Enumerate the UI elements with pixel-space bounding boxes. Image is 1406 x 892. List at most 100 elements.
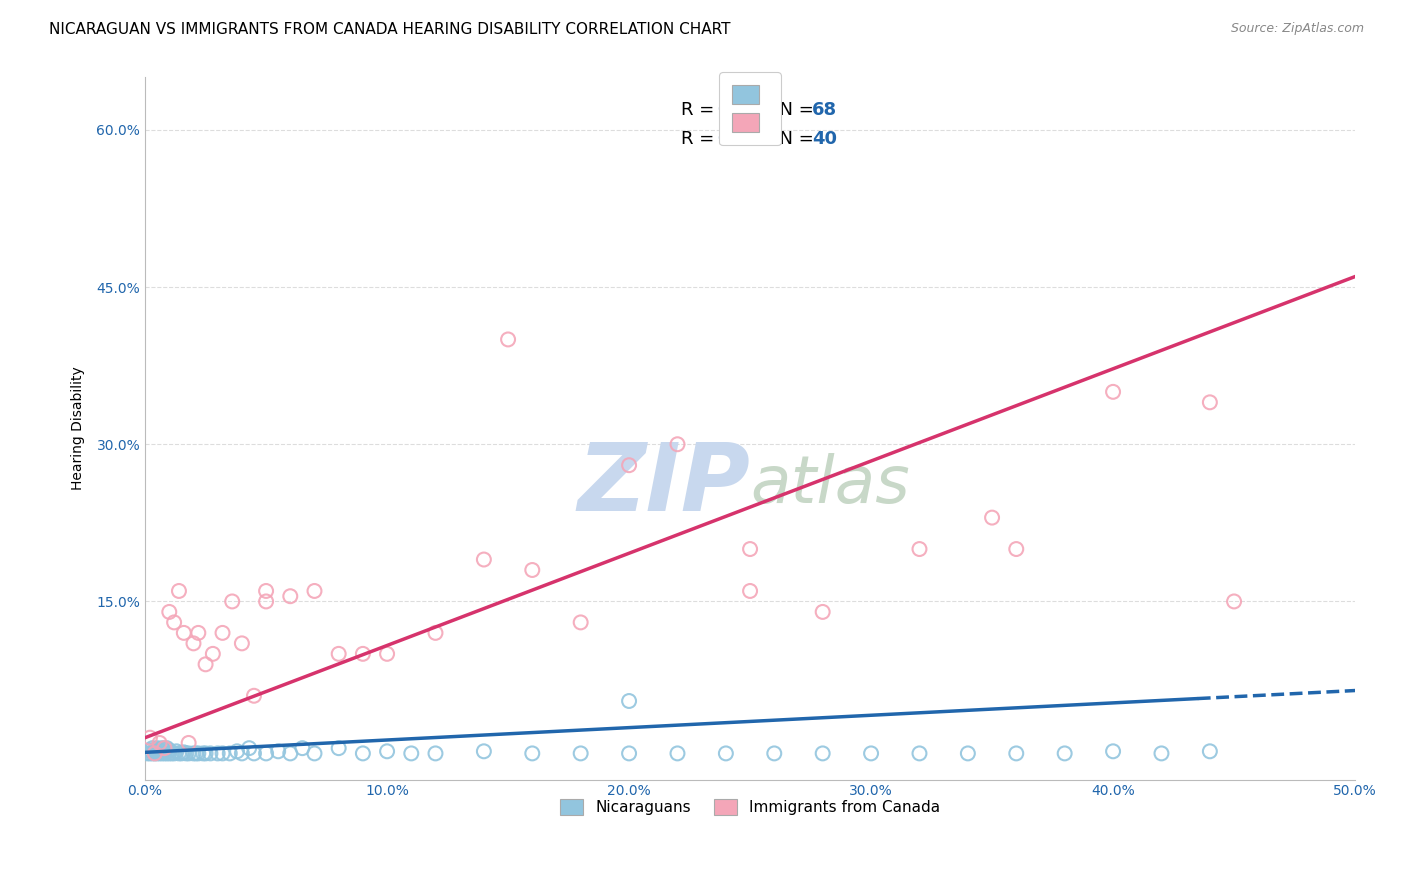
Text: 68: 68 bbox=[811, 101, 837, 120]
Point bbox=[211, 626, 233, 640]
Point bbox=[472, 552, 495, 566]
Point bbox=[352, 747, 374, 761]
Point bbox=[569, 615, 592, 630]
Point bbox=[243, 689, 266, 703]
Point bbox=[375, 744, 398, 758]
Text: N =: N = bbox=[768, 130, 820, 148]
Point bbox=[139, 743, 162, 757]
Point bbox=[267, 744, 290, 758]
Point bbox=[328, 647, 350, 661]
Point bbox=[167, 747, 190, 761]
Point bbox=[207, 747, 229, 761]
Point bbox=[187, 626, 209, 640]
Point bbox=[211, 747, 233, 761]
Text: ZIP: ZIP bbox=[578, 439, 749, 531]
Point bbox=[1053, 747, 1076, 761]
Point bbox=[714, 747, 737, 761]
Point bbox=[1199, 744, 1222, 758]
Text: atlas: atlas bbox=[749, 453, 910, 516]
Point bbox=[200, 747, 222, 761]
Point bbox=[243, 747, 266, 761]
Text: 40: 40 bbox=[811, 130, 837, 148]
Point bbox=[617, 458, 640, 473]
Text: R =: R = bbox=[681, 101, 720, 120]
Point bbox=[1102, 744, 1125, 758]
Point bbox=[167, 584, 190, 599]
Point bbox=[238, 741, 260, 756]
Point bbox=[160, 747, 183, 761]
Point bbox=[375, 647, 398, 661]
Point bbox=[569, 747, 592, 761]
Point bbox=[153, 741, 176, 756]
Point bbox=[908, 747, 931, 761]
Point bbox=[1223, 594, 1246, 608]
Point bbox=[191, 747, 214, 761]
Point bbox=[738, 542, 761, 557]
Text: Source: ZipAtlas.com: Source: ZipAtlas.com bbox=[1230, 22, 1364, 36]
Text: N =: N = bbox=[768, 101, 820, 120]
Point bbox=[166, 744, 188, 758]
Point bbox=[157, 747, 180, 761]
Point bbox=[170, 747, 193, 761]
Point bbox=[149, 747, 172, 761]
Point bbox=[150, 741, 173, 756]
Point bbox=[522, 563, 544, 577]
Point bbox=[1199, 395, 1222, 409]
Point bbox=[1150, 747, 1173, 761]
Point bbox=[738, 584, 761, 599]
Point bbox=[908, 542, 931, 557]
Point bbox=[1005, 542, 1028, 557]
Point bbox=[163, 615, 186, 630]
Point bbox=[278, 747, 301, 761]
Point bbox=[177, 736, 200, 750]
Point bbox=[352, 647, 374, 661]
Point bbox=[163, 747, 186, 761]
Point bbox=[860, 747, 883, 761]
Point bbox=[157, 605, 180, 619]
Point bbox=[981, 510, 1004, 524]
Point bbox=[231, 747, 253, 761]
Point bbox=[143, 747, 166, 761]
Point bbox=[304, 747, 326, 761]
Point bbox=[254, 747, 277, 761]
Point bbox=[226, 744, 249, 758]
Point bbox=[278, 589, 301, 603]
Point bbox=[177, 747, 200, 761]
Point bbox=[218, 747, 240, 761]
Point bbox=[173, 626, 195, 640]
Point bbox=[328, 741, 350, 756]
Point bbox=[425, 747, 447, 761]
Point bbox=[143, 743, 166, 757]
Point bbox=[425, 626, 447, 640]
Point bbox=[153, 743, 176, 757]
Point bbox=[157, 743, 180, 757]
Point bbox=[522, 747, 544, 761]
Point bbox=[153, 747, 176, 761]
Point bbox=[146, 744, 169, 758]
Point bbox=[254, 584, 277, 599]
Point bbox=[291, 741, 314, 756]
Point bbox=[956, 747, 979, 761]
Point bbox=[617, 747, 640, 761]
Point bbox=[141, 741, 163, 756]
Point bbox=[1005, 747, 1028, 761]
Point bbox=[146, 747, 169, 761]
Point bbox=[666, 747, 689, 761]
Point bbox=[401, 747, 423, 761]
Point bbox=[254, 594, 277, 608]
Point bbox=[666, 437, 689, 451]
Text: 0.792: 0.792 bbox=[717, 130, 775, 148]
Text: 0.150: 0.150 bbox=[717, 101, 775, 120]
Point bbox=[221, 594, 243, 608]
Point bbox=[183, 747, 205, 761]
Point bbox=[173, 745, 195, 759]
Point bbox=[184, 747, 207, 761]
Point bbox=[496, 333, 519, 347]
Point bbox=[149, 743, 172, 757]
Point bbox=[139, 747, 162, 761]
Point bbox=[472, 744, 495, 758]
Point bbox=[150, 747, 173, 761]
Point bbox=[304, 584, 326, 599]
Y-axis label: Hearing Disability: Hearing Disability bbox=[72, 367, 86, 491]
Point bbox=[763, 747, 786, 761]
